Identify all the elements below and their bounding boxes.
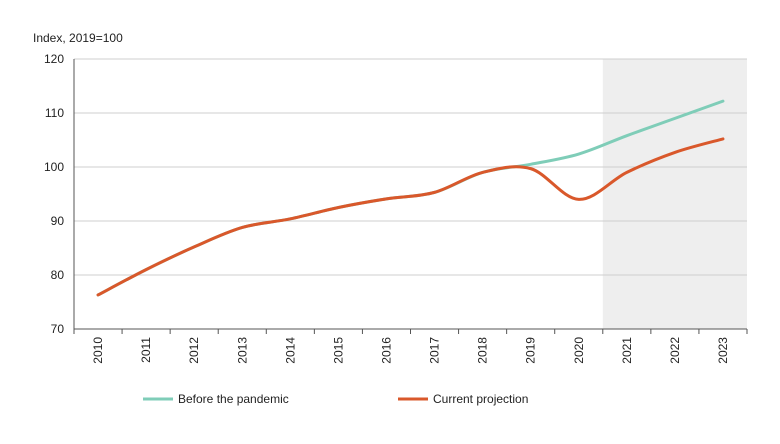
x-tick-label: 2018 [476,337,490,364]
x-tick-label: 2014 [283,337,297,364]
forecast-shading [602,59,747,329]
x-tick-label: 2022 [668,337,682,364]
y-tick-label: 110 [45,106,64,120]
x-tick-label: 2010 [91,337,105,364]
x-tick-label: 2017 [428,337,442,364]
series-line-2 [96,137,725,297]
x-tick-label: 2023 [716,337,730,364]
x-tick-label: 2019 [524,337,538,364]
y-tick-label: 80 [51,268,65,282]
y-tick-label: 100 [44,160,64,174]
y-tick-label: 70 [51,322,65,336]
legend-label-2: Current projection [433,392,528,406]
x-tick-label: 2013 [235,337,249,364]
x-tick-label: 2012 [187,337,201,364]
x-tick-label: 2021 [620,337,634,364]
y-tick-label: 120 [44,52,64,66]
y-tick-label: 90 [51,214,65,228]
x-tick-label: 2015 [331,337,345,364]
x-tick-label: 2011 [139,337,153,363]
x-tick-label: 2020 [572,337,586,364]
x-tick-label: 2016 [379,337,393,364]
y-axis-title: Index, 2019=100 [33,31,123,45]
legend-label-1: Before the pandemic [178,392,289,406]
